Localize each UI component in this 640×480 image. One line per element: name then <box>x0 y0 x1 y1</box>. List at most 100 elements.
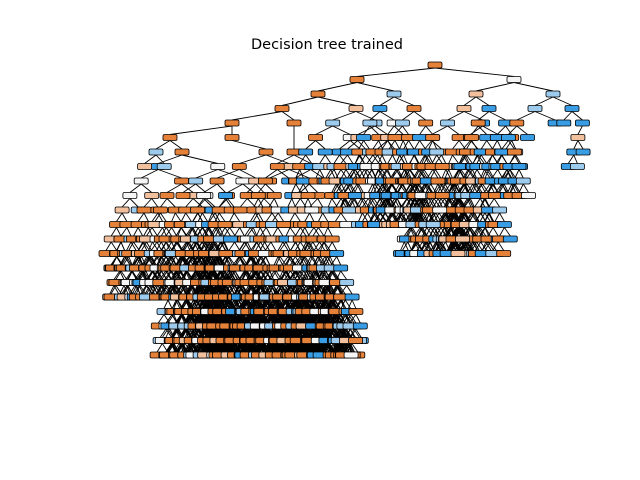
tree-edge <box>197 227 204 237</box>
tree-edge <box>463 96 477 106</box>
tree-edge <box>142 285 148 295</box>
tree-edge <box>239 241 246 251</box>
tree-edge <box>110 241 118 251</box>
tree-edge <box>147 227 153 237</box>
tree-edge <box>160 256 167 266</box>
tree-edge <box>167 285 173 295</box>
tree-edge <box>128 256 133 266</box>
tree-edge <box>126 241 132 251</box>
tree-edge <box>204 314 210 324</box>
tree-edge <box>233 212 241 222</box>
tree-edge <box>234 314 241 324</box>
tree-edge <box>130 241 137 251</box>
tree-edge <box>121 256 127 266</box>
tree-edge <box>193 285 198 295</box>
tree-edge <box>145 270 151 280</box>
tree-edge <box>239 198 248 208</box>
tree-edge <box>164 270 172 280</box>
tree-edge <box>228 328 235 338</box>
tree-edge <box>187 299 195 309</box>
tree-edge <box>182 183 196 193</box>
tree-edge <box>225 285 230 295</box>
tree-edge <box>182 256 190 266</box>
tree-edge <box>201 256 207 266</box>
tree-edge <box>195 183 207 193</box>
tree-edge <box>231 111 283 121</box>
tree-edge <box>166 198 176 208</box>
tree-edge <box>227 256 234 266</box>
tree-edge <box>171 328 177 338</box>
tree-edge <box>218 212 226 222</box>
tree-edge <box>154 212 161 222</box>
tree-edge <box>203 285 209 295</box>
tree-edge <box>189 270 196 280</box>
tree-edge <box>228 285 235 295</box>
tree-edge <box>194 314 200 324</box>
tree-edge <box>194 343 200 353</box>
tree-edge <box>166 285 173 295</box>
tree-edge <box>194 299 201 309</box>
tree-edge <box>176 343 182 353</box>
tree-edge <box>219 285 226 295</box>
tree-edge <box>212 299 220 309</box>
tree-edge <box>180 285 187 295</box>
tree-edge <box>220 241 227 251</box>
tree-edge <box>207 270 213 280</box>
tree-edge <box>176 270 183 280</box>
tree-edge <box>140 183 152 193</box>
tree-edge <box>175 256 181 266</box>
tree-edge <box>188 328 195 338</box>
tree-edge <box>200 241 206 251</box>
tree-edge <box>120 241 126 251</box>
tree-edge <box>160 198 168 208</box>
tree-edge <box>169 285 175 295</box>
tree-edge <box>216 270 222 280</box>
tree-edge <box>226 270 234 280</box>
tree-edge <box>222 270 230 280</box>
tree-edge <box>174 212 182 222</box>
tree-edge <box>175 285 182 295</box>
tree-edge <box>204 343 211 353</box>
tree-edge <box>146 227 153 237</box>
tree-edge <box>184 328 190 338</box>
tree-edge <box>185 212 192 222</box>
tree-edge <box>250 212 256 222</box>
tree-edge <box>534 96 554 106</box>
tree-edge <box>193 227 199 237</box>
tree-edge <box>171 212 176 222</box>
tree-edge <box>203 183 218 193</box>
tree-edge <box>171 241 177 251</box>
tree-edge <box>185 299 190 309</box>
tree-edge <box>134 270 142 280</box>
tree-edge <box>209 314 216 324</box>
tree-edge <box>186 328 193 338</box>
tree-edge <box>207 299 213 309</box>
tree-edge <box>125 270 132 280</box>
tree-edge <box>157 270 163 280</box>
tree-edge <box>176 270 181 280</box>
tree-edge <box>187 256 194 266</box>
tree-edge <box>198 328 203 338</box>
tree-edge <box>176 256 183 266</box>
tree-edge <box>132 256 139 266</box>
tree-edge <box>126 227 132 237</box>
tree-edge <box>207 285 213 295</box>
tree-edge <box>194 270 201 280</box>
tree-edge <box>225 256 231 266</box>
tree-edge <box>178 314 183 324</box>
tree-edge <box>204 299 211 309</box>
tree-edge <box>186 256 193 266</box>
tree-edge <box>157 256 164 266</box>
tree-edge <box>181 183 194 193</box>
tree-edge <box>136 256 142 266</box>
tree-edges <box>105 67 584 353</box>
tree-edge <box>238 256 244 266</box>
tree-edge <box>116 227 122 237</box>
tree-edge <box>193 285 200 295</box>
tree-edge <box>213 314 221 324</box>
tree-edge <box>161 328 169 338</box>
tree-edge <box>174 285 181 295</box>
tree-edge <box>244 241 250 251</box>
tree-edge <box>214 299 220 309</box>
tree-edge <box>475 96 490 106</box>
